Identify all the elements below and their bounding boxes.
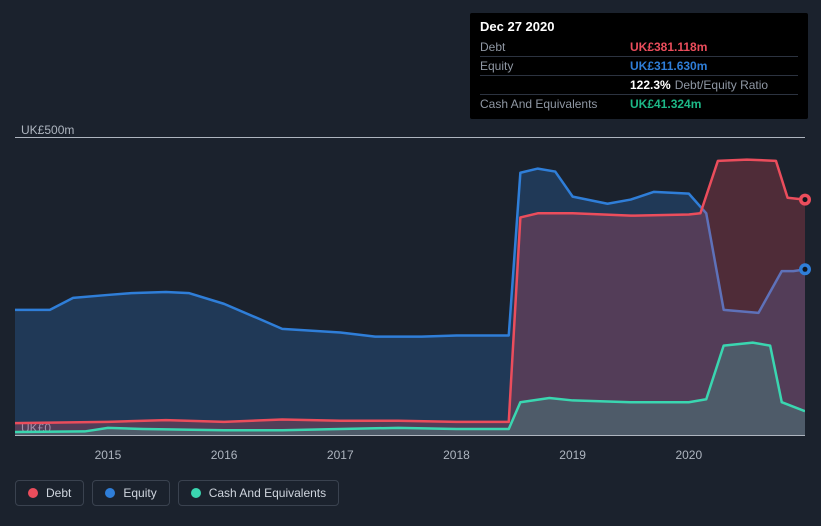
legend-item[interactable]: Debt [15, 480, 84, 506]
series-end-marker-hole [803, 197, 808, 202]
legend-item[interactable]: Cash And Equivalents [178, 480, 339, 506]
legend-label: Debt [46, 486, 71, 500]
x-axis-labels: 2015 2016 2017 2018 2019 2020 [0, 448, 821, 468]
legend-item[interactable]: Equity [92, 480, 169, 506]
legend-dot-icon [191, 488, 201, 498]
x-axis-tick-label: 2016 [211, 448, 238, 462]
x-axis-tick-label: 2015 [95, 448, 122, 462]
series-end-marker-hole [803, 267, 808, 272]
chart-legend: Debt Equity Cash And Equivalents [15, 480, 339, 506]
legend-dot-icon [105, 488, 115, 498]
x-axis-tick-label: 2017 [327, 448, 354, 462]
legend-label: Cash And Equivalents [209, 486, 326, 500]
legend-label: Equity [123, 486, 156, 500]
x-axis-tick-label: 2019 [559, 448, 586, 462]
legend-dot-icon [28, 488, 38, 498]
x-axis-tick-label: 2018 [443, 448, 470, 462]
x-axis-tick-label: 2020 [675, 448, 702, 462]
